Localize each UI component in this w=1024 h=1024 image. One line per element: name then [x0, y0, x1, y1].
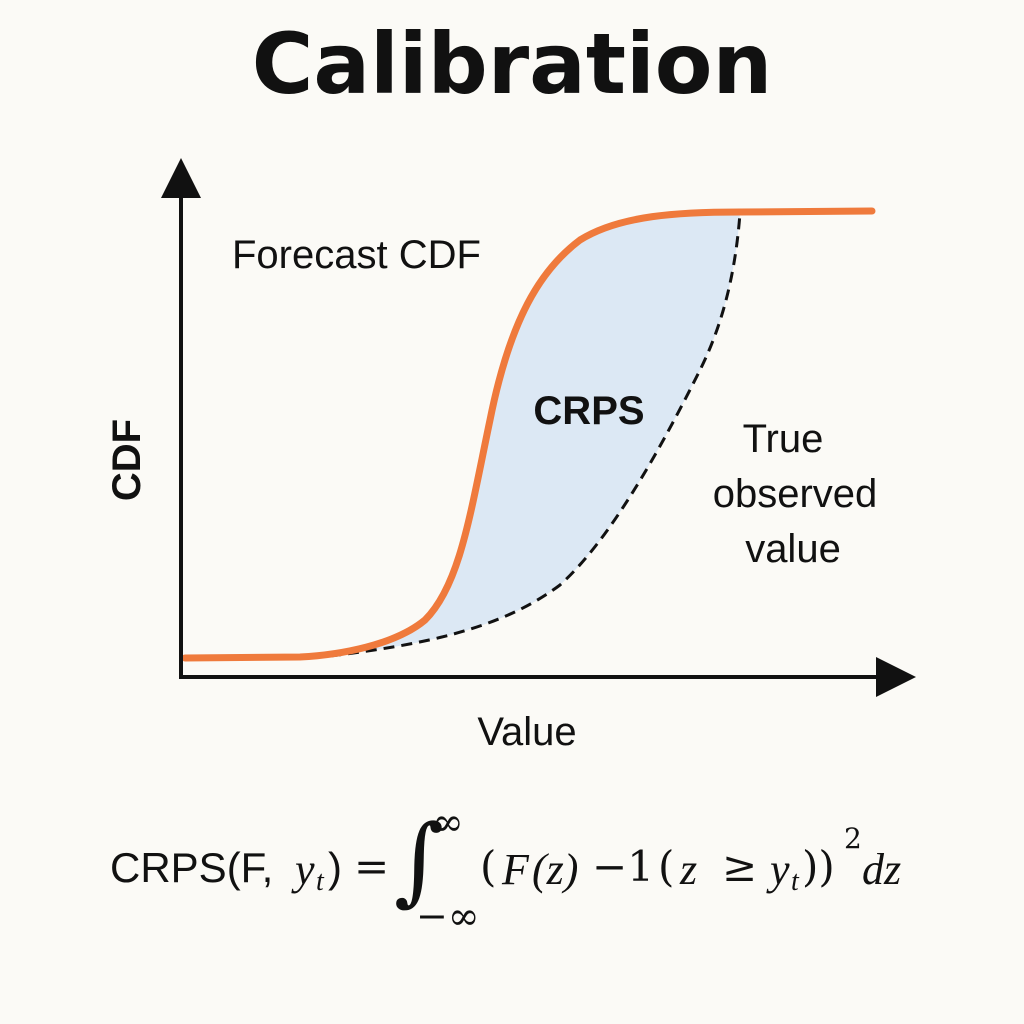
formula-minus-one: −1 — [592, 842, 654, 891]
formula-dz: dz — [862, 845, 902, 894]
crps-formula: CRPS(F, y t ) = ∫ ∞ −∞ ( F (z) −1 ( z ≥ … — [110, 800, 930, 948]
formula-upper-limit: ∞ — [432, 800, 464, 844]
formula-exponent: 2 — [844, 822, 862, 855]
y-axis-label: CDF — [105, 419, 149, 501]
formula-close: )) — [802, 842, 835, 891]
formula-z-arg: (z) — [532, 845, 579, 894]
formula-F: F — [502, 845, 529, 894]
formula-lhs-sub: t — [316, 866, 324, 897]
observed-label-line-1: True — [743, 417, 824, 461]
formula-y: y — [770, 845, 790, 894]
x-axis-label: Value — [477, 710, 576, 754]
formula-z: z — [680, 845, 698, 894]
formula-lhs-name: CRPS(F, — [110, 844, 274, 891]
forecast-cdf-label: Forecast CDF — [232, 233, 481, 277]
formula-lhs-close: ) — [328, 844, 342, 891]
observed-label-line-2: observed — [713, 472, 878, 516]
formula-geq: ≥ — [722, 842, 758, 891]
formula-indicator-open: ( — [658, 842, 675, 891]
page-title: Calibration — [251, 15, 773, 113]
formula-sub-t: t — [791, 866, 799, 897]
crps-area — [330, 213, 740, 656]
formula-lhs-y: y — [295, 845, 315, 894]
crps-area-label: CRPS — [533, 389, 644, 433]
formula-lower-limit: −∞ — [416, 894, 480, 938]
formula-open-paren: ( — [480, 842, 497, 891]
observed-label-line-3: value — [745, 527, 841, 571]
forecast-cdf-curve — [181, 207, 876, 662]
formula-equals: = — [354, 842, 390, 891]
formula-integral: ∫ — [394, 804, 445, 916]
observed-cdf-curve — [329, 212, 742, 658]
